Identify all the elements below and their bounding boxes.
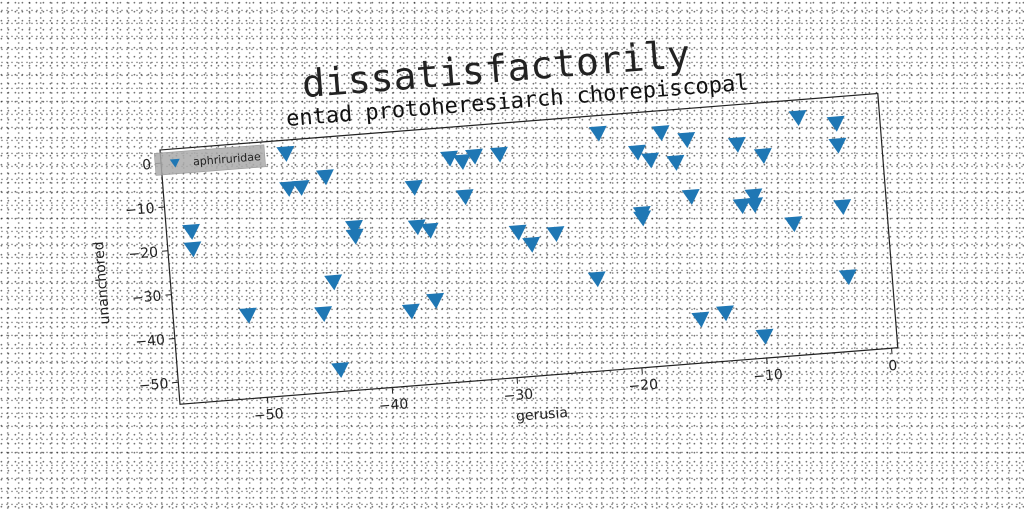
scatter-point — [546, 226, 565, 243]
legend: aphriruridae — [153, 144, 266, 176]
scatter-point — [420, 222, 439, 239]
scatter-point — [633, 210, 652, 227]
scatter-point — [315, 169, 334, 186]
scatter-point — [452, 154, 471, 171]
scatter-point — [404, 179, 423, 196]
scatter-point — [508, 224, 527, 241]
scatter-point — [677, 131, 696, 148]
x-tick-label: −40 — [378, 396, 409, 414]
x-tick-label: 0 — [888, 358, 898, 375]
scatter-point — [715, 305, 734, 322]
scatter-point — [401, 303, 420, 320]
scatter-point — [788, 109, 807, 126]
y-tick-label: −30 — [131, 288, 162, 306]
scatter-point — [744, 188, 763, 205]
x-axis-ticks: −50 −40 −30 −20 −10 0 — [253, 348, 898, 424]
y-axis-ticks: 0 −10 −20 −30 −40 −50 — [125, 157, 179, 394]
scatter-point — [426, 292, 445, 309]
scatter-point — [666, 154, 685, 171]
scatter-point — [489, 146, 508, 163]
scatter-point — [455, 189, 474, 206]
scatter-point — [522, 236, 541, 253]
scatter-point — [324, 274, 343, 291]
y-tick-label: −10 — [125, 201, 156, 219]
legend-marker — [169, 158, 180, 168]
scatter-point — [314, 306, 333, 323]
scatter-point — [345, 228, 364, 245]
scatter-point — [833, 199, 852, 216]
scatter-point — [464, 148, 483, 165]
scatter-point — [691, 311, 710, 328]
y-tick-label: −50 — [138, 376, 169, 394]
legend-label: aphriruridae — [193, 150, 262, 168]
scatter-point — [732, 198, 751, 215]
x-tick-label: −20 — [628, 377, 659, 395]
scatter-point — [681, 188, 700, 205]
scatter-point — [755, 328, 774, 345]
x-axis-label: gerusia — [515, 405, 568, 425]
scatter-point — [279, 180, 298, 197]
scatter-point — [784, 216, 803, 233]
y-axis-label: unanchored — [91, 241, 113, 325]
scatter-point — [588, 125, 607, 142]
scatter-point — [838, 269, 857, 286]
scatter-point — [641, 152, 660, 169]
x-tick-label: −10 — [753, 367, 784, 385]
scatter-point — [627, 144, 646, 161]
scatter-point — [745, 197, 764, 214]
scatter-point — [727, 136, 746, 153]
scatter-points — [182, 109, 857, 379]
plot-group: entad protoheresiarch chorepiscopal −50−… — [91, 71, 899, 425]
scatter-point — [291, 179, 310, 196]
legend-box — [153, 144, 266, 176]
scatter-point — [344, 219, 363, 236]
x-tick-label: −30 — [503, 386, 534, 404]
x-tick-label: −50 — [253, 406, 284, 424]
y-tick-label: −40 — [135, 332, 166, 350]
scatter-point — [587, 271, 606, 288]
scatter-point — [826, 115, 845, 132]
scatter-point — [182, 223, 200, 240]
scatter-point — [238, 307, 257, 324]
scatter-point — [440, 150, 458, 167]
scatter-point — [828, 137, 847, 154]
scatter-point — [407, 219, 426, 236]
scatter-point — [753, 148, 772, 164]
scatter-point — [651, 125, 670, 142]
y-tick-label: 0 — [142, 157, 152, 174]
y-tick-label: −20 — [128, 245, 159, 263]
scatter-point — [183, 241, 202, 258]
scatter-point — [331, 362, 350, 379]
axes-frame — [159, 92, 899, 405]
scatter-point — [276, 145, 295, 162]
